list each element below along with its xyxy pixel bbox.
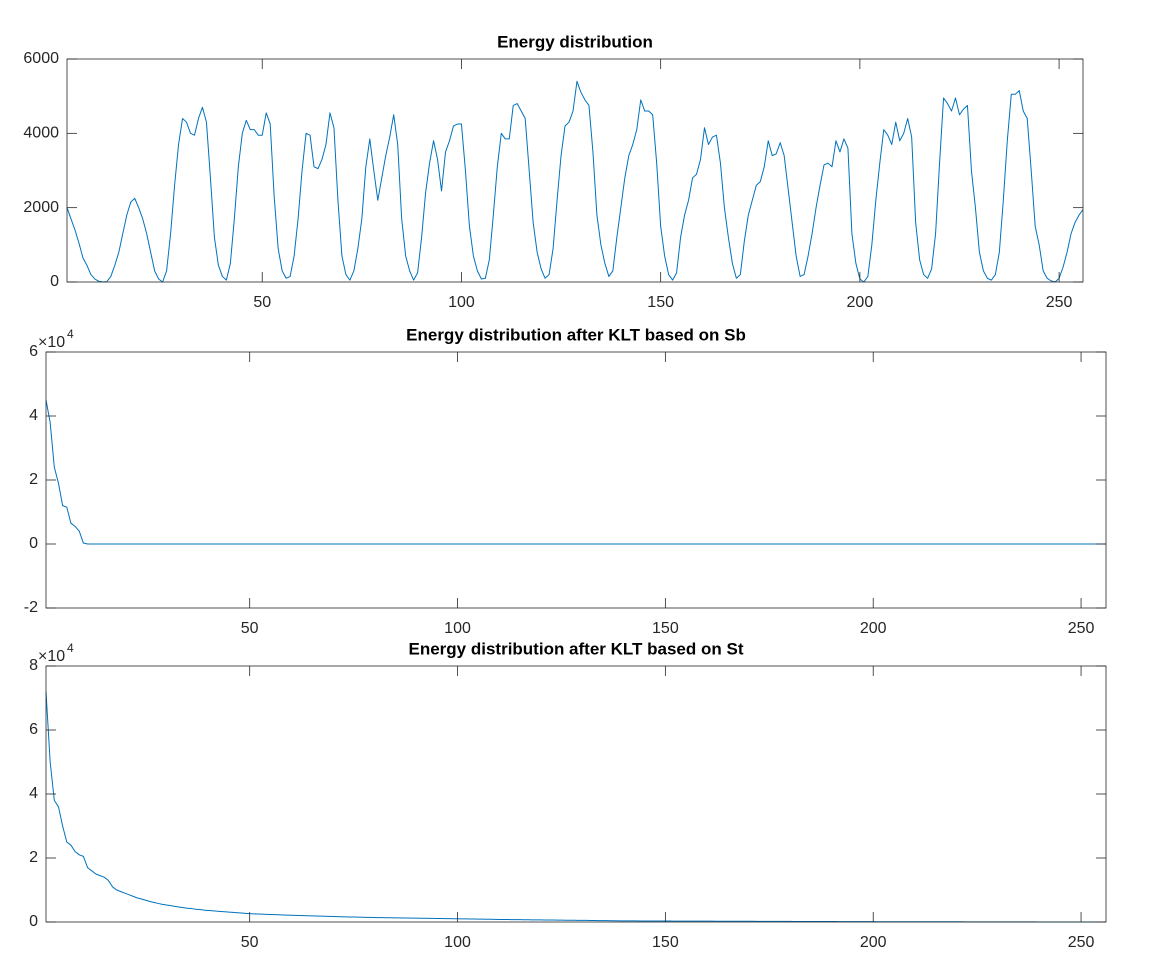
y-tick-label: 8 xyxy=(29,657,38,674)
plot-area xyxy=(46,352,1106,608)
y-multiplier: ×10 xyxy=(38,648,65,665)
x-tick-label: 200 xyxy=(860,620,887,637)
y-multiplier: ×10 xyxy=(38,334,65,351)
x-tick-label: 150 xyxy=(647,294,674,311)
x-tick-label: 100 xyxy=(448,294,475,311)
y-tick-label: 0 xyxy=(50,273,59,290)
data-line xyxy=(66,80,1084,283)
x-tick-label: 250 xyxy=(1068,934,1095,951)
chart-title: Energy distribution after KLT based on S… xyxy=(409,639,744,658)
chart-title: Energy distribution xyxy=(497,32,653,51)
y-tick-label: 6 xyxy=(29,343,38,360)
plot-area xyxy=(46,666,1106,922)
axes-box xyxy=(66,58,1084,283)
y-tick-label: 6000 xyxy=(23,50,59,67)
y-multiplier-exponent: 4 xyxy=(67,641,74,655)
chart-title: Energy distribution after KLT based on S… xyxy=(406,325,746,344)
x-tick-label: 50 xyxy=(241,620,259,637)
y-tick-label: 4 xyxy=(29,407,38,424)
y-tick-label: 0 xyxy=(29,535,38,552)
y-tick-label: 4 xyxy=(29,785,38,802)
y-tick-label: -2 xyxy=(24,599,38,616)
x-tick-label: 50 xyxy=(253,294,271,311)
x-tick-label: 150 xyxy=(652,620,679,637)
y-tick-label: 2 xyxy=(29,471,38,488)
x-tick-label: 250 xyxy=(1068,620,1095,637)
x-tick-label: 150 xyxy=(652,934,679,951)
x-tick-label: 100 xyxy=(444,934,471,951)
data-line xyxy=(45,399,1106,545)
y-tick-label: 2000 xyxy=(23,199,59,216)
x-tick-label: 50 xyxy=(241,934,259,951)
y-tick-label: 6 xyxy=(29,721,38,738)
y-tick-label: 0 xyxy=(29,913,38,930)
x-tick-label: 200 xyxy=(847,294,874,311)
x-tick-label: 100 xyxy=(444,620,471,637)
y-multiplier-exponent: 4 xyxy=(67,327,74,341)
y-tick-label: 2 xyxy=(29,849,38,866)
x-tick-label: 200 xyxy=(860,934,887,951)
y-tick-label: 4000 xyxy=(23,125,59,142)
x-tick-label: 250 xyxy=(1046,294,1073,311)
